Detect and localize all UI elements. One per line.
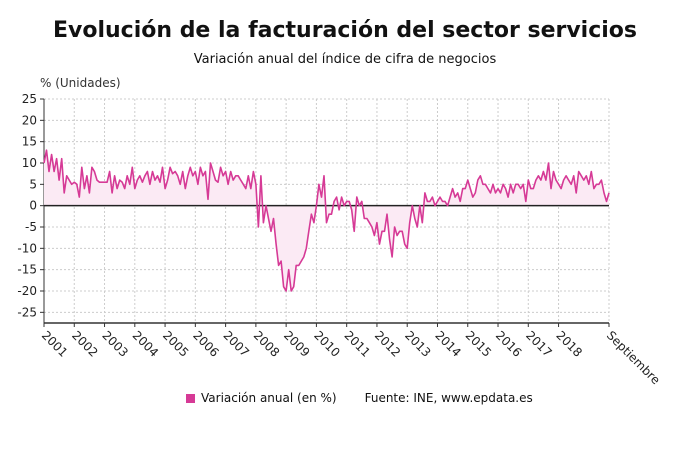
y-tick-label: -5 bbox=[25, 220, 37, 234]
legend-swatch bbox=[186, 393, 195, 403]
chart-title: Evolución de la facturación del sector s… bbox=[52, 18, 638, 43]
y-axis-label: % (Unidades) bbox=[40, 76, 121, 90]
source-text: Fuente: INE, www.epdata.es bbox=[364, 391, 533, 405]
x-tick-label: 2012 bbox=[372, 328, 403, 359]
x-tick-label: 2007 bbox=[220, 328, 251, 359]
legend-label: Variación anual (en %) bbox=[201, 391, 337, 405]
x-tick-label: 2010 bbox=[311, 328, 342, 359]
x-tick-label: 2008 bbox=[251, 328, 282, 359]
x-tick-label: 2017 bbox=[523, 328, 554, 359]
y-tick-label: 0 bbox=[29, 199, 37, 213]
x-tick-label: 2003 bbox=[99, 328, 130, 359]
x-tick-label: 2009 bbox=[281, 328, 312, 359]
x-tick-label: 2004 bbox=[130, 328, 161, 359]
x-axis: 2001200220032004200520062007200820092010… bbox=[39, 322, 663, 387]
series-points bbox=[43, 150, 610, 292]
x-tick-label: 2002 bbox=[69, 328, 100, 359]
y-tick-label: 20 bbox=[22, 113, 37, 127]
x-tick-label: 2014 bbox=[432, 328, 463, 359]
y-tick-label: 10 bbox=[22, 156, 37, 170]
x-tick-label: 2016 bbox=[493, 328, 524, 359]
x-tick-label: 2018 bbox=[553, 328, 584, 359]
y-tick-label: -20 bbox=[17, 284, 37, 298]
x-tick-label: 2005 bbox=[160, 328, 191, 359]
legend: Variación anual (en %) Fuente: INE, www.… bbox=[186, 391, 533, 405]
y-tick-label: 5 bbox=[29, 177, 37, 191]
x-tick-label: 2001 bbox=[39, 328, 70, 359]
y-axis: 25 20 15 10 5 0 -5 -10 -15 -20 -25 bbox=[17, 92, 45, 323]
x-tick-label: 2013 bbox=[402, 328, 433, 359]
y-tick-label: -15 bbox=[17, 263, 37, 277]
chart-subtitle: Variación anual del índice de cifra de n… bbox=[193, 52, 497, 67]
x-tick-label: 2011 bbox=[342, 328, 373, 359]
x-tick-label: 2015 bbox=[463, 328, 494, 359]
y-tick-label: -10 bbox=[17, 241, 37, 255]
x-tick-label: 2006 bbox=[190, 328, 221, 359]
y-tick-label: 15 bbox=[22, 135, 37, 149]
x-tick-label: Septiembre bbox=[604, 328, 663, 387]
y-tick-label: -25 bbox=[17, 305, 37, 319]
y-tick-label: 25 bbox=[22, 92, 37, 106]
